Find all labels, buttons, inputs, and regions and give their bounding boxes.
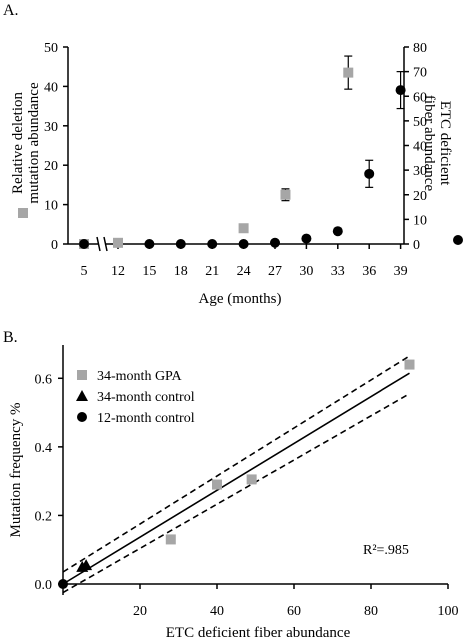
panel-a-fiber-point: [144, 239, 155, 249]
panel-b-confidence-lower: [62, 393, 410, 594]
panel-a-fiber-point: [332, 226, 343, 237]
panel-a-fiber-point: [395, 85, 406, 96]
panel-a-fiber-point: [270, 237, 280, 248]
panel-a-left-tick-label: 0: [51, 238, 58, 253]
panel-a-x-axis-label: Age (months): [199, 291, 282, 307]
panel-a-x-tick-label: 15: [142, 264, 156, 279]
panel-b-legend-marker-square: [77, 370, 87, 380]
panel-b-y-tick-label: 0.4: [35, 441, 53, 456]
panel-a-x-tick-label: 36: [362, 264, 376, 279]
panel-a-fiber-point: [301, 233, 312, 244]
panel-a-x-tick-label: 24: [237, 264, 251, 279]
panel-a-x-tick-label: 39: [394, 264, 408, 279]
panel-a-y-axis-legend-square: [18, 208, 28, 218]
panel-a-y2-axis-legend-circle: [453, 235, 463, 245]
panel-a-x-tick-label: 12: [111, 264, 125, 279]
panel-a-x-tick-label: 21: [205, 264, 219, 279]
panel-b-legend-label: 12-month control: [97, 411, 195, 426]
panel-a-left-tick-label: 40: [44, 80, 58, 95]
panel-a-left-tick-label: 20: [44, 159, 58, 174]
panel-a-fiber-point: [79, 239, 89, 249]
panel-a-left-tick-label: 10: [44, 199, 58, 214]
panel-b-point-square: [165, 534, 176, 545]
panel-b-label: B.: [3, 329, 18, 346]
panel-a-right-tick-label: 60: [413, 90, 427, 105]
panel-b: 0.0 0.2 0.4 0.6 20 40 60 80 100 34-month GPA 34-…: [8, 345, 459, 641]
panel-a-fiber-point: [238, 239, 249, 249]
panel-b-y-tick-label: 0.0: [35, 578, 53, 593]
panel-a-x-tick-label: 5: [81, 264, 88, 279]
panel-b-x-tick-label: 60: [287, 604, 301, 619]
panel-a-y-axis-label-line2: mutation abundance: [26, 82, 42, 204]
panel-a-right-tick-label: 20: [413, 189, 427, 204]
panel-b-legend-marker-circle: [77, 412, 87, 422]
panel-b-x-tick-label: 20: [133, 604, 147, 619]
panel-a-mutation-point: [113, 237, 123, 248]
panel-b-y-tick-label: 0.6: [35, 372, 53, 387]
panel-a-y2-axis-label-line1: ETC deficient: [437, 101, 453, 186]
panel-b-x-tick-label: 100: [438, 604, 459, 619]
panel-b-point-square: [212, 479, 222, 490]
panel-a-x-tick-label: 27: [268, 264, 282, 279]
panel-a-x-tick-label: 33: [331, 264, 345, 279]
panel-a-mutation-point: [280, 189, 291, 200]
panel-a-x-tick-label: 18: [174, 264, 188, 279]
panel-b-legend-marker-triangle: [76, 390, 88, 401]
panel-b-y-tick-label: 0.2: [35, 509, 53, 524]
panel-a-label: A.: [3, 2, 19, 19]
panel-a-axis-break: [96, 236, 108, 252]
panel-a-y-axis-label-line1: Relative deletion: [10, 91, 26, 194]
panel-a-y2-axis-label-line2: fiber abundance: [421, 95, 437, 192]
panel-a-left-tick-label: 50: [44, 41, 58, 56]
panel-a-right-tick-label: 40: [413, 140, 427, 155]
panel-b-y-axis-label: Mutation frequency %: [8, 403, 24, 538]
panel-a-right-tick-label: 10: [413, 213, 427, 228]
panel-a-mutation-point: [238, 223, 249, 234]
panel-b-point-square: [246, 474, 257, 485]
panel-b-fit-line: [62, 372, 410, 585]
panel-a-right-tick-label: 0: [413, 238, 420, 253]
panel-b-point-square: [404, 359, 415, 370]
panel-a-x-tick-label: 30: [299, 264, 313, 279]
panel-a-right-tick-label: 30: [413, 164, 427, 179]
panel-a-fiber-point: [207, 239, 218, 249]
panel-b-r-squared-annotation: R²=.985: [363, 543, 409, 558]
panel-a-right-tick-label: 70: [413, 66, 427, 81]
panel-b-legend-label: 34-month GPA: [97, 369, 183, 384]
panel-a: 0 10 20 30 40 50 0 10 20 30 40 50 60 70 80 5 12 15 18 21 2…: [10, 41, 463, 307]
panel-a-right-tick-label: 50: [413, 115, 427, 130]
panel-a-right-tick-label: 80: [413, 41, 427, 56]
panel-b-x-tick-label: 80: [364, 604, 378, 619]
panel-b-point-triangle: [80, 559, 93, 571]
panel-b-confidence-upper: [62, 355, 410, 573]
panel-b-point-circle: [58, 579, 68, 589]
panel-b-x-axis-label: ETC deficient fiber abundance: [166, 625, 351, 641]
panel-a-left-tick-label: 30: [44, 120, 58, 135]
panel-b-legend-label: 34-month control: [97, 390, 195, 405]
panel-a-mutation-point: [343, 67, 354, 78]
panel-a-fiber-point: [175, 239, 186, 249]
panel-a-fiber-point: [364, 168, 375, 179]
panel-b-x-tick-label: 40: [210, 604, 224, 619]
